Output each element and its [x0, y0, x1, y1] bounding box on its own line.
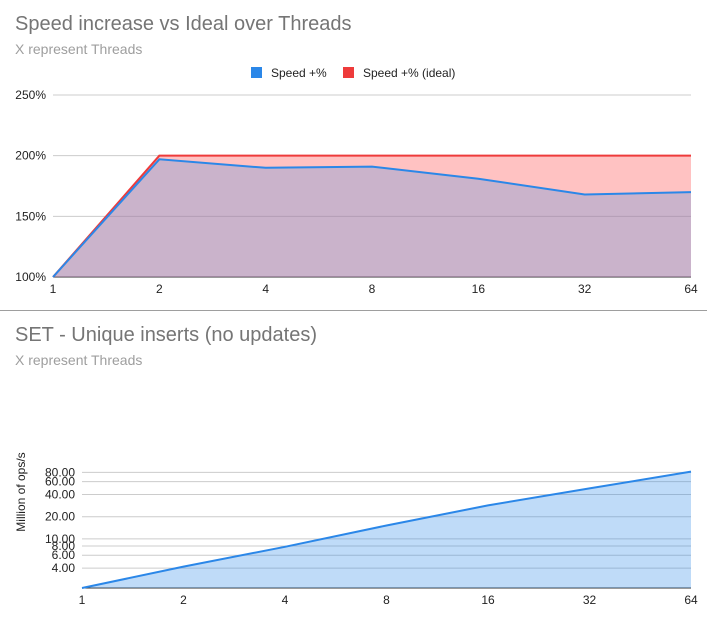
series-line — [52, 154, 691, 278]
y-tick-label: 6.00 — [52, 548, 76, 562]
y-tick-label: 10.00 — [45, 532, 75, 546]
y-tick-label: 80.00 — [45, 465, 75, 479]
legend-label: Speed +% — [271, 66, 327, 80]
x-tick-label: 8 — [369, 282, 376, 296]
legend-swatch — [251, 67, 262, 78]
x-tick-label: 2 — [156, 282, 163, 296]
x-tick-label: 16 — [481, 593, 495, 607]
y-axis-title: Million of ops/s — [14, 452, 28, 531]
x-tick-label: 4 — [282, 593, 289, 607]
speed-chart: 100% 150% 200% 250% 1 2 4 8 16 32 64 Speed +% Speed … — [15, 66, 698, 296]
legend-swatch — [343, 67, 354, 78]
y-tick-label: 60.00 — [45, 475, 75, 489]
chart-title: SET - Unique inserts (no updates) — [15, 324, 318, 346]
x-tick-label: 16 — [472, 282, 486, 296]
x-tick-label: 1 — [79, 593, 86, 607]
y-tick-label: 200% — [15, 149, 46, 163]
x-tick-label: 8 — [383, 593, 390, 607]
chart-divider — [0, 310, 707, 311]
speed-chart-panel: Speed increase vs Ideal over Threads X r… — [0, 0, 707, 310]
y-tick-label: 20.00 — [45, 510, 75, 524]
y-tick-label: 8.00 — [52, 539, 76, 553]
x-tick-label: 32 — [578, 282, 592, 296]
chart-title: Speed increase vs Ideal over Threads — [15, 13, 352, 35]
y-tick-label: 40.00 — [45, 488, 75, 502]
chart-subtitle: X represent Threads — [15, 41, 143, 57]
y-tick-label: 250% — [15, 88, 46, 102]
x-tick-label: 64 — [684, 593, 698, 607]
chart-subtitle: X represent Threads — [15, 352, 143, 368]
y-tick-label: 150% — [15, 209, 46, 223]
x-tick-label: 64 — [684, 282, 698, 296]
set-chart-panel: SET - Unique inserts (no updates) X repr… — [0, 311, 707, 622]
legend-label: Speed +% (ideal) — [363, 66, 455, 80]
x-tick-label: 1 — [50, 282, 57, 296]
series-area — [82, 471, 691, 588]
x-tick-label: 32 — [583, 593, 597, 607]
y-tick-label: 4.00 — [52, 561, 76, 575]
series-area — [53, 159, 691, 277]
x-tick-label: 4 — [262, 282, 269, 296]
x-tick-label: 2 — [180, 593, 187, 607]
series-line — [52, 158, 692, 278]
y-tick-label: 100% — [15, 270, 46, 284]
series-line — [81, 470, 692, 589]
